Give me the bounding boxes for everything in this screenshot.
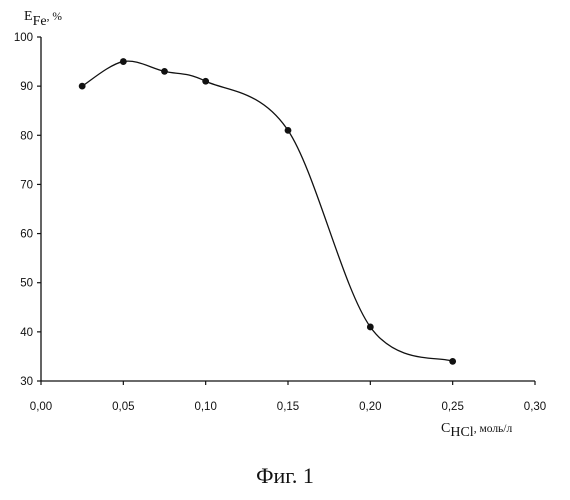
data-point	[202, 78, 209, 85]
x-tick-label: 0,10	[194, 401, 216, 413]
y-axis-label: EFe, %	[24, 9, 62, 29]
data-point	[161, 68, 168, 75]
data-point	[120, 58, 127, 65]
y-tick-label: 40	[20, 327, 33, 339]
x-tick-label: 0,25	[441, 401, 463, 413]
x-tick-label: 0,05	[112, 401, 134, 413]
y-tick-label: 60	[20, 229, 33, 241]
x-tick-label: 0,30	[524, 401, 546, 413]
tick-labels: 30 40 50 60 70 80 90 100 0,00 0,05 0,10 0,15 0,20 0,2…	[14, 32, 546, 413]
figure-caption: Фиг. 1	[0, 463, 570, 489]
x-tick-label: 0,15	[277, 401, 299, 413]
data-point	[79, 83, 86, 90]
data-points	[79, 58, 456, 365]
y-tick-label: 80	[20, 130, 33, 142]
data-point	[285, 127, 292, 134]
x-tick-label: 0,20	[359, 401, 381, 413]
y-tick-label: 50	[20, 278, 33, 290]
ticks	[37, 37, 535, 385]
series-line	[82, 61, 453, 361]
y-tick-label: 70	[20, 179, 33, 191]
y-tick-label: 30	[20, 376, 33, 388]
axes	[41, 37, 535, 381]
y-tick-label: 100	[14, 32, 33, 44]
x-tick-label: 0,00	[30, 401, 52, 413]
data-point	[449, 358, 456, 365]
x-axis-label: CHCl, моль/л	[441, 421, 512, 440]
data-point	[367, 324, 374, 331]
y-tick-label: 90	[20, 81, 33, 93]
